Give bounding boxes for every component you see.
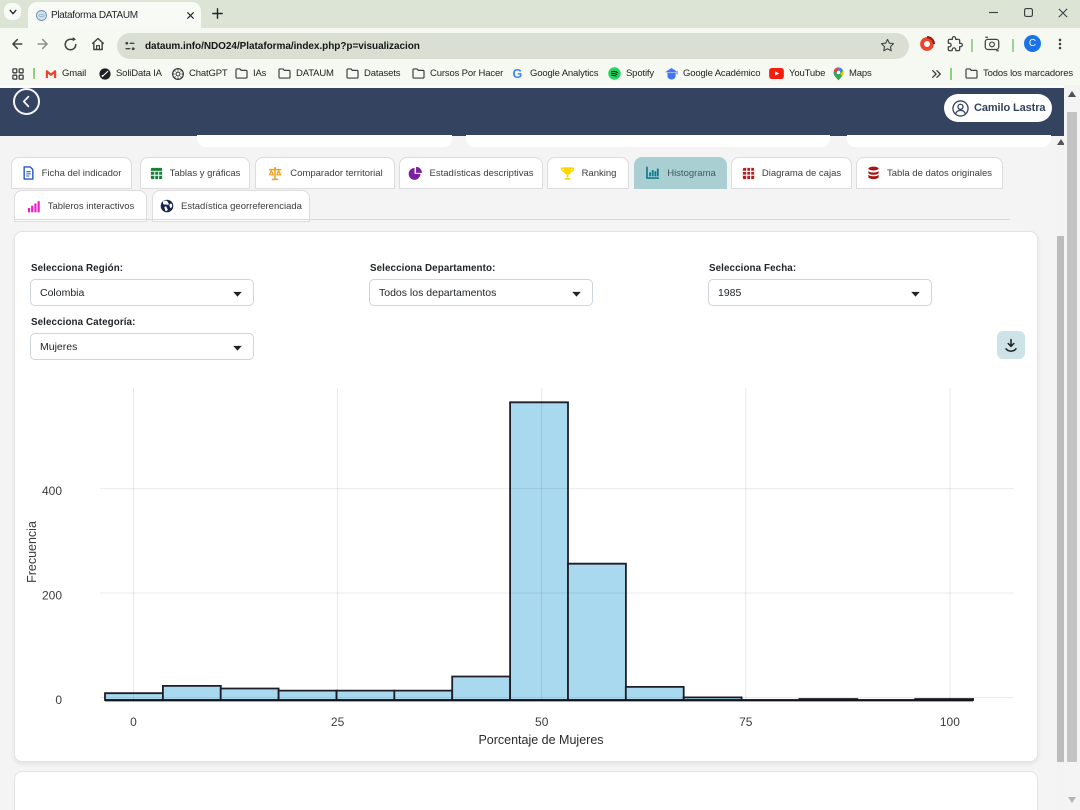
svg-text:G: G <box>512 67 522 80</box>
